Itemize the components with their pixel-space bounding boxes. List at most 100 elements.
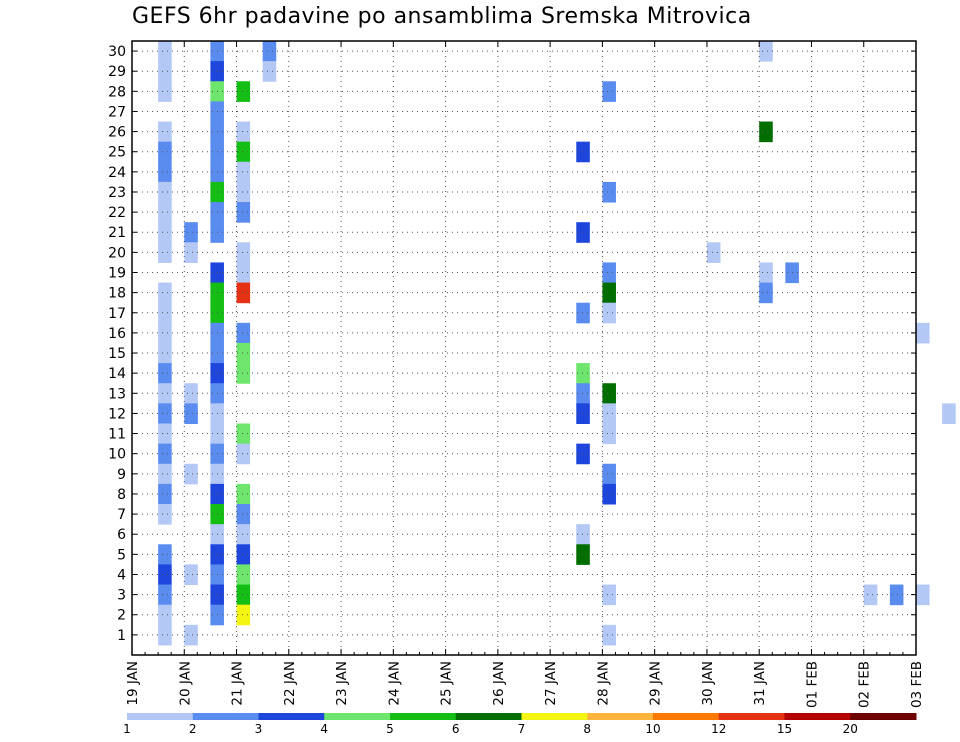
heatmap-cell bbox=[158, 383, 172, 404]
y-tick-label: 19 bbox=[108, 266, 126, 282]
heatmap-cell bbox=[236, 342, 251, 364]
heatmap-cell bbox=[236, 544, 251, 565]
heatmap-cell bbox=[184, 463, 198, 485]
heatmap-cell bbox=[602, 624, 616, 646]
heatmap-cell bbox=[576, 302, 590, 324]
heatmap-cell bbox=[236, 483, 251, 505]
colorbar-label: 3 bbox=[255, 722, 263, 736]
heatmap-cell bbox=[158, 483, 172, 505]
heatmap-cell bbox=[158, 161, 172, 183]
heatmap-cell bbox=[158, 302, 172, 324]
heatmap-cell bbox=[236, 322, 251, 344]
y-tick-label: 5 bbox=[117, 547, 126, 563]
heatmap-cell bbox=[158, 604, 172, 626]
heatmap-cell bbox=[184, 624, 198, 646]
colorbar-swatch bbox=[718, 713, 785, 720]
heatmap-cell bbox=[759, 41, 773, 62]
y-tick-label: 30 bbox=[108, 44, 126, 60]
heatmap-cell bbox=[706, 242, 721, 263]
y-tick-label: 1 bbox=[117, 628, 126, 644]
colorbar-swatch bbox=[127, 713, 194, 720]
colorbar-label: 20 bbox=[843, 722, 858, 736]
heatmap-cell bbox=[236, 81, 251, 102]
heatmap-cell bbox=[576, 403, 590, 424]
heatmap-cell bbox=[236, 282, 251, 304]
heatmap-cell bbox=[863, 584, 878, 606]
heatmap-cell bbox=[576, 222, 590, 243]
y-tick-label: 15 bbox=[108, 346, 126, 362]
x-tick-label: 30 JAN bbox=[700, 661, 716, 706]
heatmap-cell bbox=[158, 342, 172, 364]
x-tick-label: 27 JAN bbox=[543, 661, 559, 706]
heatmap-cell bbox=[184, 383, 198, 404]
heatmap-cell bbox=[916, 584, 930, 606]
heatmap-cell bbox=[158, 322, 172, 344]
heatmap-cell bbox=[236, 584, 251, 606]
heatmap-cell bbox=[602, 383, 616, 404]
y-tick-label: 21 bbox=[108, 225, 126, 241]
heatmap-cell bbox=[602, 262, 616, 284]
y-tick-label: 28 bbox=[108, 84, 126, 100]
colorbar-label: 10 bbox=[645, 722, 660, 736]
heatmap-cell bbox=[158, 121, 172, 143]
heatmap-cell bbox=[236, 604, 251, 626]
heatmap-cell bbox=[576, 141, 590, 163]
colorbar-label: 6 bbox=[452, 722, 460, 736]
heatmap-cell bbox=[158, 222, 172, 243]
heatmap-cell bbox=[262, 41, 277, 62]
colorbar-label: 7 bbox=[518, 722, 526, 736]
heatmap-cell bbox=[602, 282, 616, 304]
heatmap-cell bbox=[158, 624, 172, 646]
heatmap-cell bbox=[158, 584, 172, 606]
heatmap-cell bbox=[576, 443, 590, 465]
heatmap-cell bbox=[236, 242, 251, 263]
heatmap-cell bbox=[602, 483, 616, 505]
heatmap-cell bbox=[236, 564, 251, 586]
colorbar-label: 5 bbox=[386, 722, 394, 736]
heatmap-cell bbox=[158, 463, 172, 485]
heatmap-cell bbox=[236, 161, 251, 183]
x-tick-label: 03 FEB bbox=[909, 661, 925, 708]
heatmap-cell bbox=[158, 242, 172, 263]
heatmap-cell bbox=[236, 363, 251, 384]
x-tick-label: 23 JAN bbox=[334, 661, 350, 706]
heatmap-cells bbox=[158, 41, 956, 646]
y-tick-label: 25 bbox=[108, 145, 126, 161]
colorbar-label: 12 bbox=[711, 722, 726, 736]
colorbar-swatch bbox=[784, 713, 851, 720]
heatmap-cell bbox=[184, 242, 198, 263]
x-tick-label: 19 JAN bbox=[125, 661, 141, 706]
x-tick-label: 28 JAN bbox=[595, 661, 611, 706]
heatmap-cell bbox=[184, 222, 198, 243]
x-tick-label: 22 JAN bbox=[282, 661, 298, 706]
heatmap-cell bbox=[236, 181, 251, 203]
heatmap-cell bbox=[158, 81, 172, 102]
colorbar-swatch bbox=[455, 713, 522, 720]
heatmap-cell bbox=[759, 121, 773, 143]
heatmap-cell bbox=[602, 423, 616, 445]
heatmap-cell bbox=[236, 262, 251, 284]
heatmap-cell bbox=[236, 423, 251, 445]
heatmap-cell bbox=[158, 61, 172, 82]
y-tick-label: 16 bbox=[108, 326, 126, 342]
colorbar-legend: 1 2 3 4 5 6 7 8 10 12 15 20 bbox=[123, 713, 917, 736]
colorbar-swatch bbox=[850, 713, 917, 720]
x-tick-label: 24 JAN bbox=[386, 661, 402, 706]
heatmap-cell bbox=[158, 202, 172, 223]
heatmap-cell bbox=[576, 383, 590, 404]
heatmap-cell bbox=[158, 282, 172, 304]
heatmap-cell bbox=[158, 403, 172, 424]
x-tick-label: 25 JAN bbox=[439, 661, 455, 706]
y-tick-label: 12 bbox=[108, 406, 126, 422]
heatmap-cell bbox=[602, 181, 616, 203]
y-tick-label: 23 bbox=[108, 185, 126, 201]
y-tick-label: 3 bbox=[117, 588, 126, 604]
colorbar-label: 1 bbox=[123, 722, 131, 736]
y-tick-label: 10 bbox=[108, 447, 126, 463]
heatmap-cell bbox=[236, 141, 251, 163]
y-tick-label: 7 bbox=[117, 507, 126, 523]
heatmap-cell bbox=[184, 564, 198, 586]
heatmap-cell bbox=[158, 564, 172, 586]
heatmap-cell bbox=[759, 282, 773, 304]
x-tick-label: 26 JAN bbox=[491, 661, 507, 706]
